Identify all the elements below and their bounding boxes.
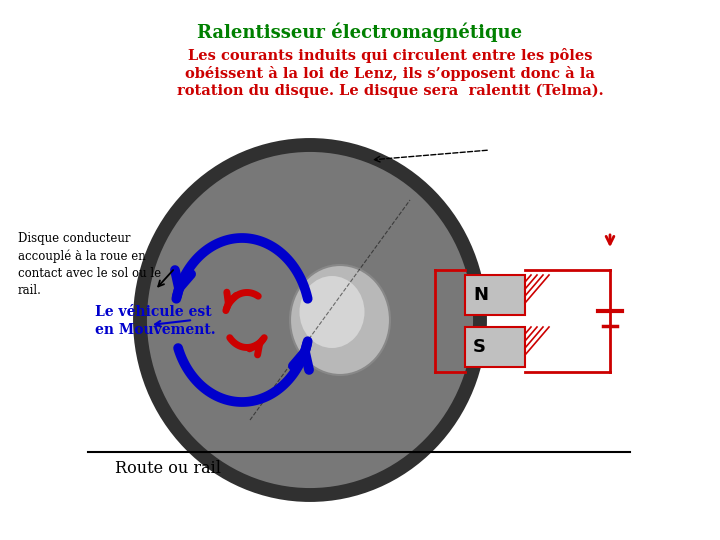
Text: obéissent à la loi de Lenz, ils s’opposent donc à la: obéissent à la loi de Lenz, ils s’oppose… bbox=[185, 66, 595, 81]
Text: rotation du disque. Le disque sera  ralentit (Telma).: rotation du disque. Le disque sera ralen… bbox=[176, 84, 603, 98]
Text: N: N bbox=[473, 286, 488, 304]
Text: S: S bbox=[473, 338, 486, 356]
Text: Route ou rail: Route ou rail bbox=[115, 460, 221, 477]
Ellipse shape bbox=[300, 276, 364, 348]
Ellipse shape bbox=[140, 145, 480, 495]
Ellipse shape bbox=[290, 265, 390, 375]
Text: Ralentisseur électromagnétique: Ralentisseur électromagnétique bbox=[197, 22, 523, 42]
Polygon shape bbox=[465, 275, 525, 315]
Text: Le véhicule est
en Mouvement.: Le véhicule est en Mouvement. bbox=[95, 305, 215, 338]
Text: Les courants induits qui circulent entre les pôles: Les courants induits qui circulent entre… bbox=[188, 48, 593, 63]
Polygon shape bbox=[465, 327, 525, 367]
Text: Disque conducteur
accouplé à la roue en
contact avec le sol ou le
rail.: Disque conducteur accouplé à la roue en … bbox=[18, 232, 161, 296]
